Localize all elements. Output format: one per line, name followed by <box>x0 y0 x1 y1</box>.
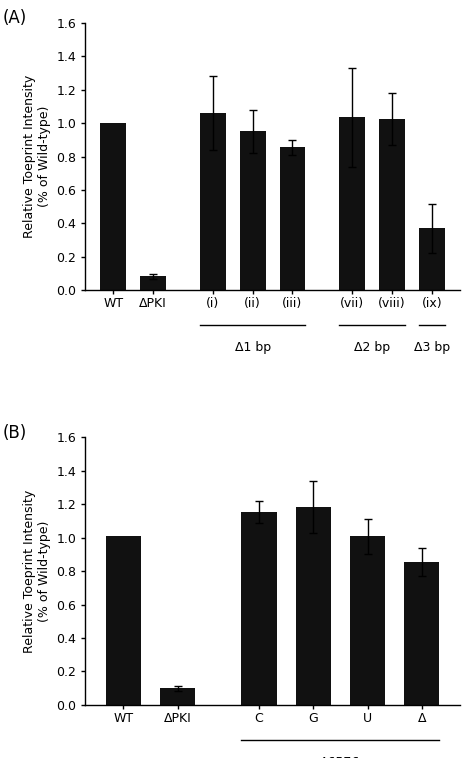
Bar <box>241 512 277 705</box>
Bar <box>404 562 439 705</box>
Bar <box>140 276 166 290</box>
Bar <box>240 131 265 290</box>
Bar <box>350 536 385 705</box>
Text: (B): (B) <box>3 424 27 442</box>
Bar <box>296 507 331 705</box>
Bar <box>379 119 405 290</box>
Bar <box>280 147 305 290</box>
Text: Δ2 bp: Δ2 bp <box>354 341 390 354</box>
Bar <box>100 123 126 290</box>
Bar <box>106 536 141 705</box>
Bar <box>339 117 365 290</box>
Bar <box>200 113 226 290</box>
Y-axis label: Relative Toeprint Intensity
(% of Wild-type): Relative Toeprint Intensity (% of Wild-t… <box>23 75 51 238</box>
Text: Δ1 bp: Δ1 bp <box>235 341 271 354</box>
Bar <box>419 228 445 290</box>
Text: (A): (A) <box>3 9 27 27</box>
Text: A6576: A6576 <box>320 756 361 758</box>
Y-axis label: Relative Toeprint Intensity
(% of Wild-type): Relative Toeprint Intensity (% of Wild-t… <box>23 490 51 653</box>
Bar <box>160 688 195 705</box>
Text: Δ3 bp: Δ3 bp <box>414 341 450 354</box>
